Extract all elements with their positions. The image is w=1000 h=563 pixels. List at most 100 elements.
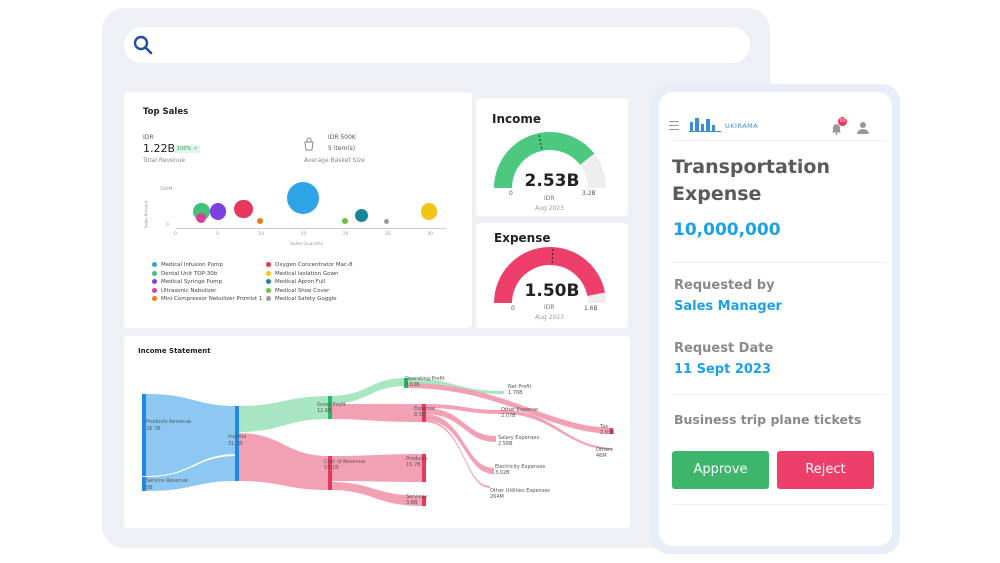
request-date-label: Request Date bbox=[674, 341, 774, 356]
legend-item: Medical Infusion Pump bbox=[152, 262, 223, 268]
flow-operating-to-net bbox=[406, 378, 504, 394]
legend-dot bbox=[266, 270, 271, 276]
top-sales-title: Top Sales bbox=[143, 107, 189, 117]
legend-label: Medical Shoe Cover bbox=[275, 287, 330, 294]
expense-title: Expense bbox=[494, 231, 551, 245]
node-cost-of-revenue bbox=[328, 456, 332, 490]
flow-gross-to-operating bbox=[330, 378, 406, 404]
expense-card: Expense 1.50B 0 1.6B IDR Aug 2023 bbox=[476, 223, 628, 328]
label-gross-profit: Gross Profit bbox=[317, 402, 346, 408]
flow-operating-to-tax bbox=[406, 383, 612, 434]
flow-expense-to-utilities bbox=[424, 420, 490, 488]
header-divider bbox=[673, 140, 886, 141]
label-other-utilities: Other Utilities Expenses bbox=[490, 488, 551, 494]
legend-item: Medical Shoe Cover bbox=[266, 287, 330, 294]
legend-dot bbox=[152, 270, 157, 276]
approve-button[interactable]: Approve bbox=[672, 451, 769, 489]
label-electricity-expenses: Electricity Expenses bbox=[495, 464, 546, 470]
x-tick-label: 20 bbox=[342, 232, 349, 237]
notification-count-badge: 10 bbox=[838, 117, 847, 126]
x-tick-label: 5 bbox=[216, 232, 220, 237]
y-tick-zero: 0 bbox=[166, 223, 169, 228]
value-operating-profit: 3.63B bbox=[405, 382, 420, 388]
flow-products-to-income bbox=[146, 394, 237, 476]
value-products: 15.7B bbox=[406, 462, 421, 468]
brand-logo-icon bbox=[689, 118, 721, 132]
bubble-point bbox=[420, 203, 438, 220]
legend-item: Oxygen Concentrator Mac-8 bbox=[266, 262, 352, 268]
x-tick-label: 30 bbox=[427, 232, 433, 237]
label-operating-profit: Operating Profit bbox=[405, 376, 445, 382]
expense-currency: IDR bbox=[544, 304, 555, 311]
x-ticks: 0 5 10 15 20 25 30 bbox=[144, 182, 454, 250]
hamburger-menu-icon[interactable] bbox=[669, 121, 679, 130]
flow-gross-to-expense bbox=[330, 404, 424, 422]
search-icon[interactable] bbox=[132, 34, 154, 56]
y-tick-top: 500M bbox=[160, 187, 173, 192]
value-income: 31.7B bbox=[228, 441, 243, 447]
label-service-revenue: Service Revenue bbox=[146, 478, 188, 484]
legend-label: Ultrasonic Nebulizer bbox=[161, 287, 217, 294]
x-tick-label: 15 bbox=[300, 232, 307, 237]
legend-label: Medical Infusion Pump bbox=[161, 262, 223, 268]
legend-item: Medical Syringe Pump bbox=[152, 279, 222, 285]
value-tax: 2.03B bbox=[600, 430, 615, 436]
flow-income-to-cost bbox=[237, 433, 330, 490]
income-min: 0 bbox=[509, 190, 513, 197]
date-divider bbox=[673, 394, 886, 395]
income-period: Aug 2023 bbox=[535, 205, 564, 212]
flow-expense-to-other bbox=[424, 404, 502, 414]
legend-label: Oxygen Concentrator Mac-8 bbox=[275, 262, 353, 268]
value-salary-expenses: 2.56B bbox=[498, 441, 513, 447]
label-cost-of-revenue: Cost of Revenue bbox=[324, 459, 365, 465]
flow-cost-to-services bbox=[330, 482, 424, 506]
legend-item: Medical Safety Goggle bbox=[266, 296, 337, 302]
bubble-point bbox=[286, 182, 319, 214]
income-value: 2.53B bbox=[524, 171, 580, 191]
bubble-point bbox=[384, 218, 390, 224]
basket-icon bbox=[303, 136, 315, 151]
income-currency: IDR bbox=[544, 195, 555, 202]
expense-period: Aug 2023 bbox=[535, 314, 564, 321]
legend-dot bbox=[266, 279, 271, 284]
legend-item: Medical Apron Full bbox=[266, 279, 325, 285]
requested-by-value: Sales Manager bbox=[674, 299, 782, 314]
legend-label: Medical Apron Full bbox=[275, 279, 326, 285]
value-other-expense: 2.07B bbox=[501, 413, 516, 419]
expense-title: Transportation Expense bbox=[672, 156, 831, 205]
notification-bell-icon[interactable] bbox=[831, 120, 842, 135]
requested-by-label: Requested by bbox=[674, 278, 775, 293]
search-bar[interactable] bbox=[124, 27, 750, 63]
top-sales-card: Top Sales IDR 1.22B 100% ↗ Total Revenue… bbox=[124, 92, 472, 328]
x-tick-label: 10 bbox=[258, 232, 265, 237]
legend-dot bbox=[266, 287, 271, 293]
bubble-point bbox=[234, 199, 253, 219]
sales-legend: Medical Infusion Pump Dental Unit TOP-30b… bbox=[152, 262, 452, 322]
brand-name: UKIRAMA bbox=[725, 122, 759, 130]
label-products: Products bbox=[406, 456, 428, 462]
amount-divider bbox=[673, 262, 886, 263]
income-statement-card: Income Statement bbox=[124, 336, 630, 528]
node-products bbox=[422, 454, 426, 482]
x-axis-label: Sales Quantity bbox=[290, 242, 323, 247]
legend-label: Dental Unit TOP-30b bbox=[161, 270, 218, 277]
income-statement-title: Income Statement bbox=[138, 347, 211, 355]
legend-label: Medical Safety Goggle bbox=[275, 296, 337, 302]
request-date-value: 11 Sept 2023 bbox=[674, 362, 772, 377]
node-service-revenue bbox=[142, 477, 146, 491]
reject-button[interactable]: Reject bbox=[777, 451, 874, 489]
flow-expense-to-salary bbox=[424, 408, 496, 442]
income-max: 3.2B bbox=[582, 190, 596, 197]
x-tick-label: 0 bbox=[174, 232, 177, 237]
value-cost-of-revenue: 19.1B bbox=[324, 465, 339, 471]
bubble-layer bbox=[144, 182, 454, 250]
search-input[interactable] bbox=[164, 27, 738, 63]
user-avatar-icon[interactable] bbox=[857, 119, 869, 134]
flow-service-to-income bbox=[146, 456, 237, 491]
bubble-point bbox=[355, 209, 369, 223]
sankey-chart bbox=[142, 378, 613, 506]
bubble-point bbox=[196, 213, 207, 224]
flow-expense-to-electricity bbox=[424, 414, 494, 474]
expense-value: 1.50B bbox=[524, 281, 580, 301]
legend-dot bbox=[266, 296, 271, 301]
